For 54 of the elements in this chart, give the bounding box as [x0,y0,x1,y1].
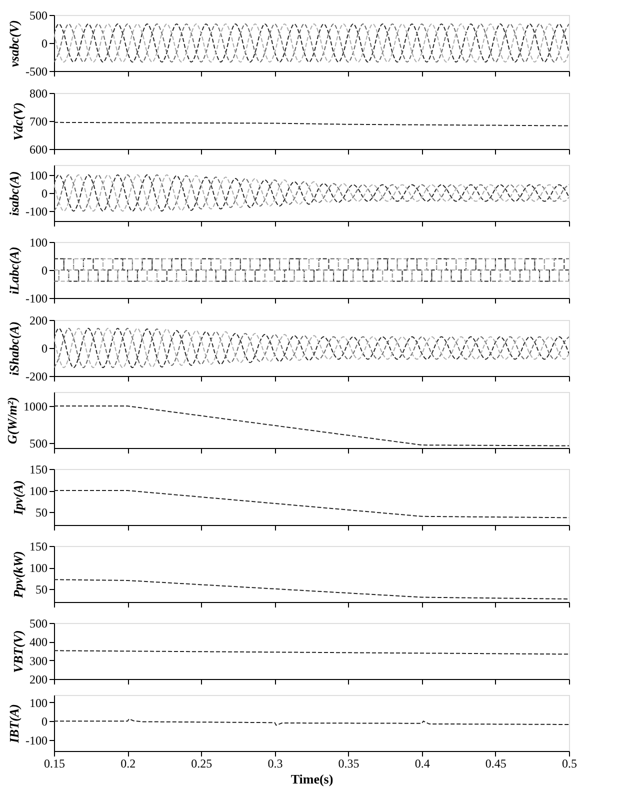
y-axis-title: iShabc(A) [6,321,22,376]
y-tick-label: 150 [30,540,48,554]
line-series [54,718,569,726]
x-tick-label: 0.35 [338,756,360,770]
y-tick-label: 0 [42,342,48,356]
y-tick-label: -500 [26,64,48,78]
y-axis-title: iLabc(A) [6,246,22,294]
y-axis-title: VBT(V) [10,630,26,673]
y-axis-title: Ppv(kW) [10,551,26,598]
y-tick-label: 150 [30,462,48,476]
x-axis-title: Time(s) [290,772,334,786]
y-tick-label: 1000 [24,400,48,414]
y-tick-label: 700 [30,114,48,128]
y-tick-label: 600 [30,142,48,156]
x-tick-label: 0.25 [191,756,212,770]
y-tick-label: 500 [30,436,48,450]
y-tick-label: 100 [30,236,48,250]
y-tick-label: 800 [30,86,48,100]
x-tick-label: 0.2 [120,756,136,770]
y-tick-label: 0 [42,714,48,729]
line-series [54,174,569,212]
y-axis-title: vsabc(V) [6,20,22,67]
y-tick-label: 50 [36,582,48,597]
y-tick-label: 500 [30,616,48,630]
y-tick-label: 0 [42,264,48,278]
x-tick-label: 0.45 [485,756,506,770]
y-tick-label: -100 [26,733,48,748]
y-tick-label: 200 [30,314,48,328]
y-tick-label: -100 [26,292,48,306]
y-axis-title: G(W/m²) [4,396,20,444]
y-tick-label: 50 [36,506,48,520]
y-tick-label: 400 [30,635,48,650]
x-tick-label: 0.4 [414,756,430,770]
line-series [54,328,569,368]
y-axis-title: Ipv(A) [10,480,26,516]
y-tick-label: 0 [42,36,48,50]
y-tick-label: 100 [30,484,48,498]
line-series [54,23,569,63]
y-tick-label: -200 [26,370,48,384]
y-tick-label: 100 [30,561,48,576]
y-axis-title: isabc(A) [6,171,22,216]
y-tick-label: 200 [30,672,48,686]
y-tick-label: 300 [30,654,48,668]
x-tick-label: 0.15 [44,756,65,770]
y-tick-label: 0 [42,186,48,200]
y-tick-label: 100 [30,696,48,710]
y-tick-label: 500 [30,8,48,22]
x-tick-label: 0.3 [268,756,283,770]
y-axis-title: IBT(A) [6,704,22,744]
y-tick-label: 100 [30,168,48,182]
y-tick-label: -100 [26,204,48,219]
line-series [54,579,569,600]
x-tick-label: 0.5 [562,756,577,770]
y-axis-title: Vdc(V) [10,102,26,141]
